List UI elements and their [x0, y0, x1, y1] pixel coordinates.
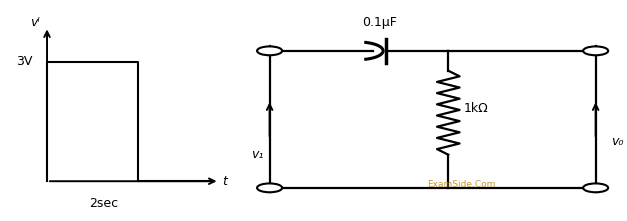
- Text: 1kΩ: 1kΩ: [464, 102, 488, 115]
- Circle shape: [257, 183, 282, 192]
- Circle shape: [257, 46, 282, 55]
- Text: t: t: [223, 175, 228, 188]
- Text: vᴵ: vᴵ: [29, 16, 40, 29]
- Text: v₁: v₁: [251, 148, 263, 161]
- Text: 0.1μF: 0.1μF: [362, 16, 397, 29]
- Circle shape: [583, 183, 608, 192]
- Text: ExamSide.Com: ExamSide.Com: [426, 180, 495, 189]
- Circle shape: [583, 46, 608, 55]
- Text: 2sec: 2sec: [89, 197, 118, 210]
- Text: v₀: v₀: [611, 135, 624, 148]
- Text: 3V: 3V: [16, 55, 32, 68]
